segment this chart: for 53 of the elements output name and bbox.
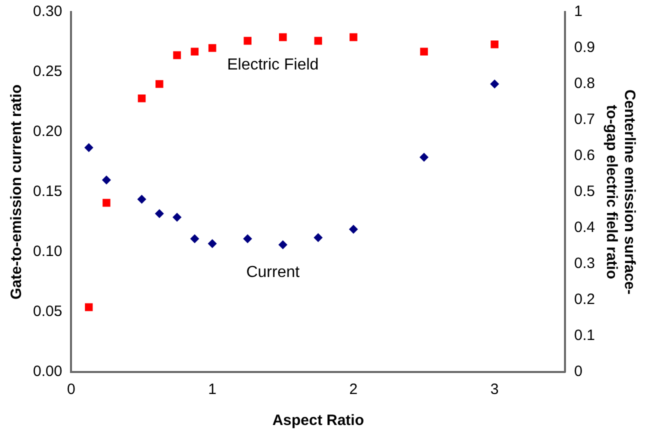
y-tick-label: 0.10 — [32, 243, 62, 260]
x-tick-label: 2 — [349, 381, 358, 398]
y2-tick-label: 0.5 — [574, 183, 596, 200]
y2-tick-label: 0.2 — [574, 291, 596, 308]
point — [190, 234, 200, 244]
point — [420, 48, 428, 56]
y-tick-label: 0.25 — [32, 63, 62, 80]
y2-tick-label: 0 — [574, 363, 582, 380]
series-label: Current — [246, 264, 300, 282]
x-tick-label: 0 — [67, 381, 76, 398]
y2-tick-label: 0.9 — [574, 39, 596, 56]
point — [314, 233, 323, 242]
point — [244, 36, 252, 45]
point — [84, 303, 93, 312]
point — [156, 80, 164, 88]
y2-tick-label: 1 — [574, 3, 582, 20]
x-axis-title: Aspect Ratio — [272, 412, 364, 430]
y-tick-label: 0.30 — [32, 3, 62, 20]
x-tick-label: 1 — [208, 381, 216, 398]
point — [279, 33, 287, 42]
y2-tick-label: 0.7 — [574, 111, 596, 128]
y2-tick-label: 0.1 — [574, 327, 596, 344]
y2-tick-label: 0.8 — [574, 75, 596, 92]
point — [208, 239, 217, 248]
point — [173, 51, 181, 60]
point — [102, 198, 110, 207]
x-tick-label: 3 — [490, 381, 499, 398]
point — [208, 44, 216, 52]
point — [138, 94, 146, 102]
y-tick-label: 0.00 — [32, 363, 62, 380]
point — [490, 80, 500, 88]
y-tick-label: 0.20 — [32, 123, 62, 140]
y2-tick-label: 0.3 — [574, 255, 596, 272]
point — [314, 36, 322, 45]
point — [84, 143, 94, 152]
point — [190, 48, 199, 56]
point — [137, 194, 146, 204]
point — [278, 240, 288, 250]
point — [420, 152, 429, 162]
y-tick-label: 0.05 — [32, 303, 62, 320]
point — [172, 212, 182, 222]
point — [102, 176, 111, 184]
point — [154, 209, 164, 218]
series-label: Electric Field — [227, 56, 319, 74]
y-tick-label: 0.15 — [32, 183, 62, 200]
y2-axis-title: Centerline emission surface-to-gap electric field ratio — [602, 89, 638, 295]
point — [348, 224, 358, 234]
point — [243, 234, 252, 244]
point — [350, 33, 358, 42]
y2-tick-label: 0.4 — [574, 219, 596, 236]
y-axis-title: Gate-to-emission current ratio — [8, 84, 26, 300]
y2-tick-label: 0.6 — [574, 147, 596, 164]
point — [490, 40, 498, 48]
